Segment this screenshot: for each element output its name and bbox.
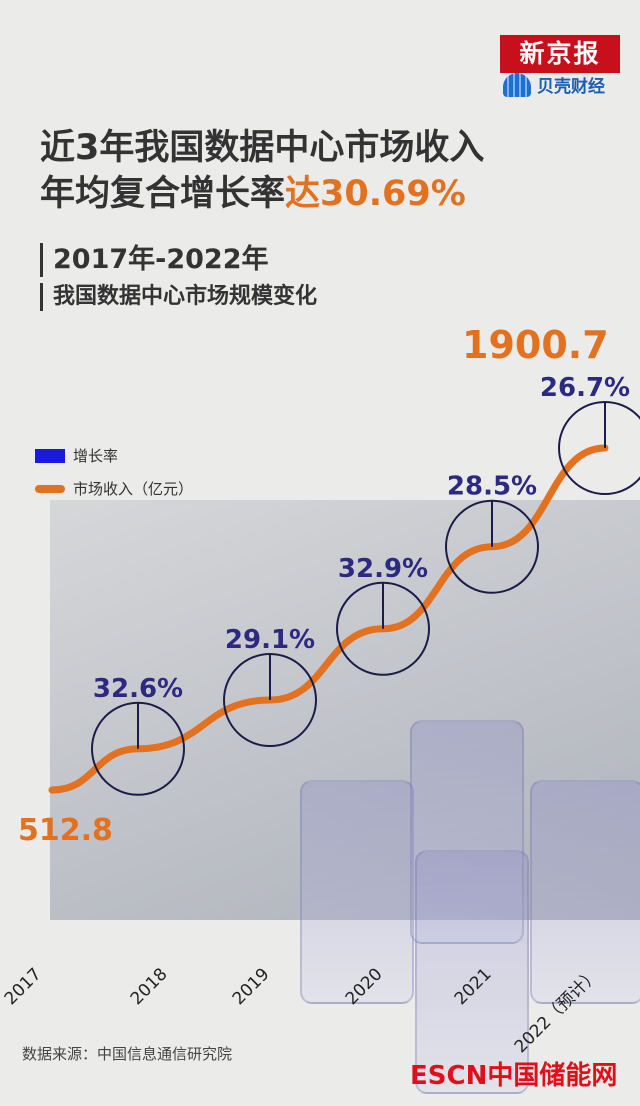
growth-rate-label: 32.9% <box>338 554 428 584</box>
x-tick-label: 2020 <box>342 964 387 1009</box>
growth-rate-label: 26.7% <box>540 373 630 403</box>
server-illustration <box>530 780 640 1004</box>
x-tick-label: 2017 <box>1 964 46 1009</box>
legend-item-rate: 增长率 <box>35 445 193 466</box>
title-highlight: 达30.69% <box>285 174 466 214</box>
subtitle-desc: 我国数据中心市场规模变化 <box>40 283 317 311</box>
x-tick-label: 2021 <box>451 964 496 1009</box>
title-line2: 年均复合增长率 <box>40 174 286 214</box>
growth-rate-circle <box>445 499 539 594</box>
legend-label: 市场收入（亿元） <box>73 480 194 498</box>
page-title: 近3年我国数据中心市场收入 年均复合增长率达30.69% <box>40 125 484 217</box>
x-tick-label: 2019 <box>229 964 274 1009</box>
background-datacenter-image <box>50 500 640 920</box>
legend-label: 增长率 <box>73 447 119 465</box>
beike-logo: 贝壳财经 <box>503 72 605 97</box>
legend-swatch <box>35 484 65 493</box>
server-illustration <box>410 720 524 944</box>
growth-rate-label: 32.6% <box>93 674 183 704</box>
legend-item-revenue: 市场收入（亿元） <box>35 478 193 499</box>
revenue-label: 512.8 <box>18 813 113 848</box>
server-illustration <box>300 780 414 1004</box>
legend-swatch <box>35 448 65 463</box>
chart-legend: 增长率 市场收入（亿元） <box>35 445 193 511</box>
escn-logo: ESCN中国储能网 <box>410 1061 618 1091</box>
x-tick-label: 2018 <box>127 964 172 1009</box>
data-source: 数据来源：中国信息通信研究院 <box>22 1045 233 1063</box>
growth-rate-label: 28.5% <box>447 472 537 502</box>
title-line1: 近3年我国数据中心市场收入 <box>40 128 485 168</box>
shell-icon <box>503 72 531 97</box>
x-tick-label: 2022（预计） <box>511 964 604 1057</box>
subtitle-years: 2017年-2022年 <box>40 243 269 277</box>
xinjingbao-logo: 新京报 <box>500 35 620 73</box>
revenue-label: 1900.7 <box>462 323 609 367</box>
growth-rate-label: 29.1% <box>225 625 315 655</box>
server-illustration <box>415 850 529 1094</box>
beike-label: 贝壳财经 <box>537 77 605 97</box>
